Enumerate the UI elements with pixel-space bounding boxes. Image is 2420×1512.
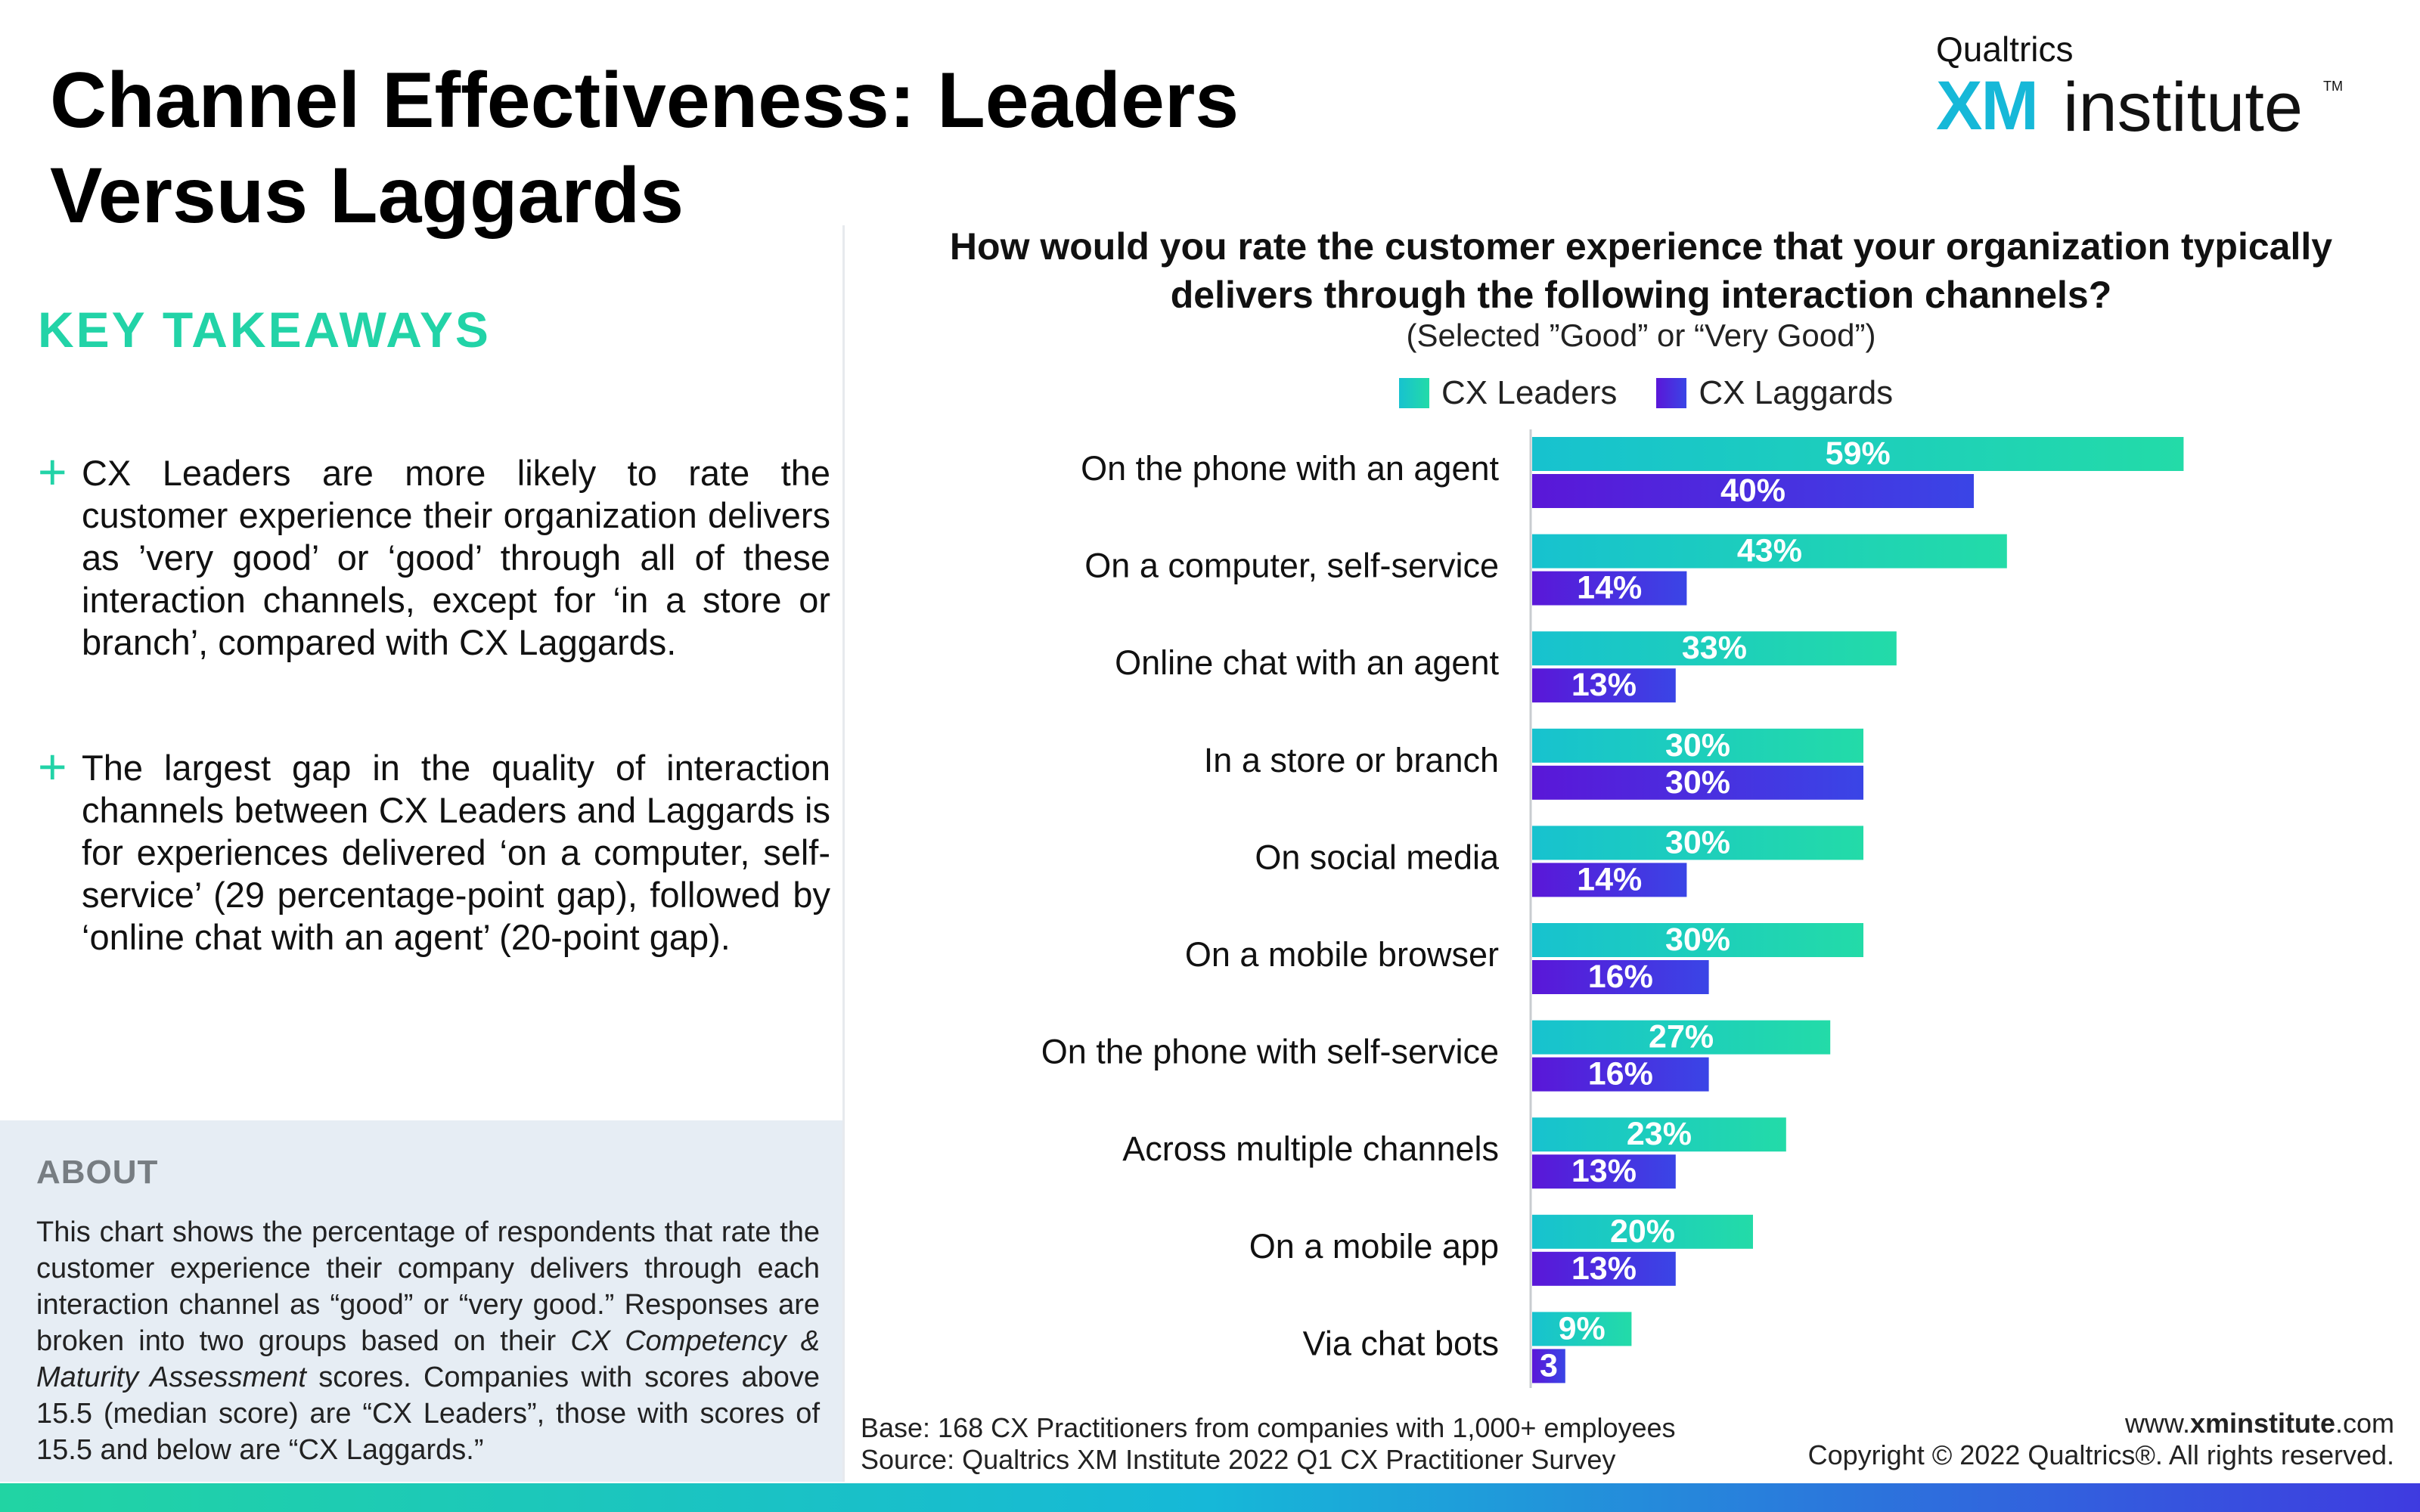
legend-item-leaders: CX Leaders	[1399, 374, 1617, 412]
bar-laggards	[1532, 1057, 1709, 1092]
logo-xm: XM	[1936, 67, 2039, 144]
chart-title: How would you rate the customer experien…	[949, 225, 2333, 316]
bar-laggards	[1532, 960, 1709, 994]
data-label: 30%	[1665, 764, 1730, 801]
bar-leaders	[1532, 631, 1897, 666]
bottom-gradient-strip	[0, 1483, 2420, 1512]
website-link[interactable]: www.xminstitute.com	[1808, 1408, 2394, 1439]
url-prefix: www.	[2124, 1408, 2190, 1439]
plus-icon: +	[38, 444, 67, 500]
plus-icon: +	[38, 739, 67, 795]
category-label: In a store or branch	[1204, 741, 1499, 779]
data-label: 9%	[1559, 1310, 1606, 1346]
column-divider	[842, 225, 845, 1482]
data-label: 59%	[1826, 435, 1891, 472]
about-text-italic: CX Competency & Maturity Assessment	[36, 1325, 820, 1393]
bar-laggards	[1532, 1251, 1676, 1286]
legend-swatch-leaders	[1399, 378, 1429, 408]
category-label: On the phone with an agent	[1081, 449, 1499, 488]
data-label: 40%	[1720, 472, 1786, 509]
category-label: Via chat bots	[1303, 1324, 1499, 1362]
bar-laggards	[1532, 765, 1863, 800]
data-label: 16%	[1588, 959, 1653, 995]
data-label: 20%	[1610, 1213, 1675, 1250]
bar-leaders	[1532, 923, 1863, 957]
url-bold: xminstitute	[2189, 1408, 2335, 1439]
source-text: Source: Qualtrics XM Institute 2022 Q1 C…	[861, 1444, 1616, 1475]
category-label: Across multiple channels	[1122, 1129, 1499, 1168]
bar-laggards	[1532, 571, 1687, 606]
data-label: 14%	[1577, 570, 1642, 606]
data-label: 13%	[1571, 1153, 1637, 1189]
bar-laggards	[1532, 863, 1687, 897]
data-label: 30%	[1665, 824, 1730, 860]
base-note: Base: 168 CX Practitioners from companie…	[861, 1412, 1676, 1476]
legend-label-laggards: CX Laggards	[1699, 374, 1894, 411]
base-text: Base: 168 CX Practitioners from companie…	[861, 1412, 1676, 1443]
data-label: 16%	[1588, 1056, 1653, 1092]
data-label: 13%	[1571, 1250, 1637, 1287]
bar-leaders	[1532, 826, 1863, 860]
data-label: 27%	[1649, 1019, 1714, 1055]
data-label: 33%	[1682, 630, 1747, 666]
data-label: 30%	[1665, 922, 1730, 958]
legend-item-laggards: CX Laggards	[1656, 374, 1893, 412]
legend-swatch-laggards	[1656, 378, 1687, 408]
url-suffix: .com	[2335, 1408, 2394, 1439]
page-title: Channel Effectiveness: Leaders Versus La…	[50, 57, 1239, 240]
bar-leaders	[1532, 437, 2184, 471]
about-panel	[0, 1120, 842, 1482]
category-label: On social media	[1255, 838, 1500, 876]
logo-trademark: TM	[2323, 79, 2343, 94]
category-label: On a computer, self-service	[1084, 547, 1499, 585]
chart-legend: CX Leaders CX Laggards	[1399, 370, 1932, 416]
about-text-end: scores. Companies with scores above 15.5…	[36, 1362, 820, 1466]
key-takeaways-heading: KEY TAKEAWAYS	[38, 302, 491, 358]
logo-brand: Qualtrics	[1936, 29, 2074, 69]
about-text-start: This chart shows the percentage of respo…	[36, 1216, 820, 1357]
data-label: 23%	[1627, 1116, 1692, 1152]
category-label: On the phone with self-service	[1041, 1033, 1499, 1071]
takeaway-text: The largest gap in the quality of intera…	[82, 748, 830, 957]
logo-institute: institute	[2063, 69, 2304, 146]
data-label: 14%	[1577, 861, 1642, 897]
about-heading: ABOUT	[36, 1154, 159, 1191]
data-label: 13%	[1571, 667, 1637, 703]
data-label: 3	[1540, 1347, 1558, 1383]
footer-right: www.xminstitute.com Copyright © 2022 Qua…	[1808, 1408, 2394, 1471]
bar-laggards	[1532, 474, 1974, 508]
bar-laggards	[1532, 1349, 1565, 1383]
bar-leaders	[1532, 1312, 1632, 1346]
category-label: On a mobile browser	[1185, 935, 1499, 974]
category-label: On a mobile app	[1249, 1227, 1499, 1266]
bar-laggards	[1532, 668, 1676, 703]
bar-leaders	[1532, 1117, 1786, 1152]
about-text: This chart shows the percentage of respo…	[36, 1214, 820, 1468]
data-label: 43%	[1737, 533, 1802, 569]
copyright-text: Copyright © 2022 Qualtrics®. All rights …	[1807, 1439, 2394, 1470]
data-label: 30%	[1665, 727, 1730, 764]
bar-laggards	[1532, 1154, 1676, 1189]
bar-leaders	[1532, 1020, 1831, 1055]
category-label: Online chat with an agent	[1115, 643, 1499, 682]
bar-leaders	[1532, 534, 2007, 569]
takeaway-text: CX Leaders are more likely to rate the c…	[82, 453, 830, 662]
bar-leaders	[1532, 728, 1863, 763]
chart-subtitle: (Selected ”Good” or “Very Good”)	[1406, 318, 1876, 353]
xm-institute-logo: Qualtrics XM institute TM	[1936, 29, 2360, 146]
legend-label-leaders: CX Leaders	[1441, 374, 1618, 411]
bar-leaders	[1532, 1214, 1753, 1249]
